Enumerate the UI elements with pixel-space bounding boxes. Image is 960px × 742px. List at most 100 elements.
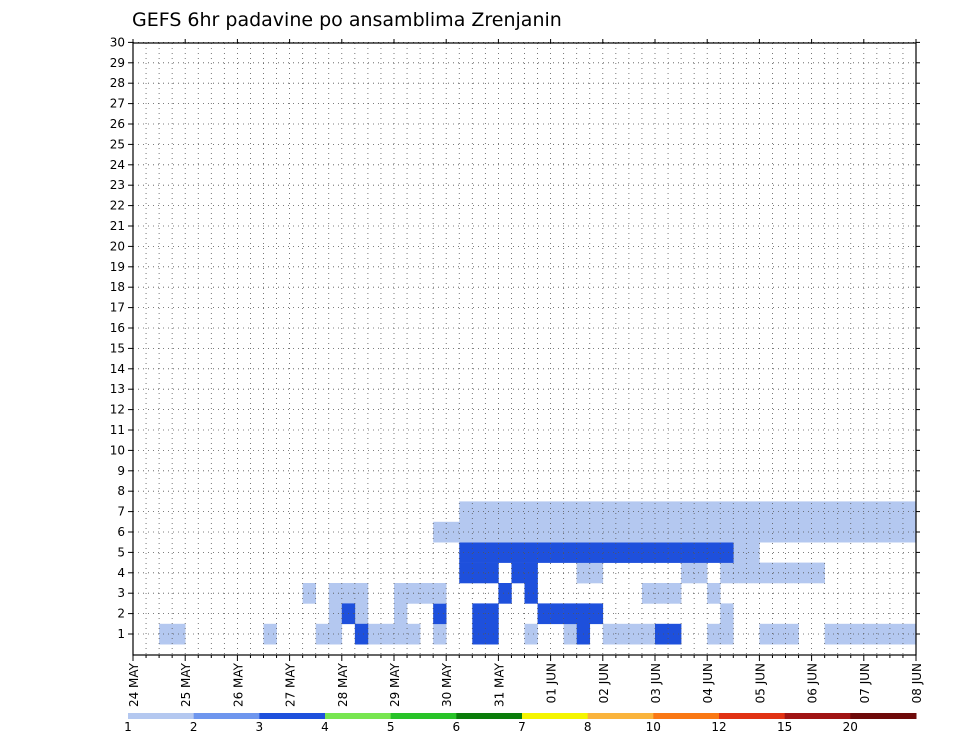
heatmap-cell [785, 521, 799, 543]
y-tick-label: 27 [110, 97, 125, 111]
heatmap-cell [628, 501, 643, 523]
heatmap-cell [681, 521, 695, 543]
heatmap-cell [902, 623, 917, 645]
heatmap-cell [354, 603, 369, 625]
heatmap-cell [785, 562, 799, 584]
heatmap-cell [759, 623, 773, 645]
heatmap-cell [537, 603, 551, 625]
heatmap-cell [537, 521, 551, 543]
y-tick-label: 2 [117, 607, 125, 621]
y-tick-label: 12 [110, 403, 125, 417]
heatmap-cell [550, 542, 564, 563]
heatmap-cell [420, 583, 434, 604]
heatmap-cell [550, 501, 564, 523]
heatmap-cell [733, 542, 747, 563]
heatmap-cell [837, 521, 852, 543]
heatmap-cell [524, 521, 538, 543]
y-tick-label: 22 [110, 199, 125, 213]
heatmap-cell [563, 603, 577, 625]
heatmap-cell [798, 501, 812, 523]
colorbar-swatch [259, 713, 326, 719]
colorbar-swatch [719, 713, 786, 719]
heatmap-cell [772, 562, 786, 584]
heatmap-cell [485, 623, 499, 645]
y-tick-label: 19 [110, 260, 125, 274]
heatmap-cell [394, 583, 408, 604]
heatmap-cell [694, 542, 708, 563]
heatmap-cell [694, 562, 708, 584]
heatmap-cell [537, 542, 551, 563]
heatmap-cell [850, 501, 865, 523]
heatmap-cell [433, 583, 447, 604]
heatmap-cell [263, 623, 277, 645]
heatmap-cell [524, 501, 538, 523]
heatmap-cell [524, 623, 538, 645]
heatmap-cell [615, 623, 630, 645]
heatmap-cell [589, 603, 604, 625]
heatmap-cell [433, 603, 447, 625]
y-tick-label: 24 [110, 158, 125, 172]
y-tick-label: 6 [117, 525, 125, 539]
x-tick-label: 26 MAY [231, 662, 245, 707]
heatmap-cell [785, 623, 799, 645]
x-tick-label: 08 JUN [910, 663, 924, 703]
heatmap-cell [720, 521, 734, 543]
colorbar-swatch [850, 713, 917, 719]
heatmap-cell [655, 623, 669, 645]
colorbar-label: 4 [321, 720, 329, 734]
heatmap-cell [446, 521, 460, 543]
heatmap-cell [720, 542, 734, 563]
heatmap-cell [720, 562, 734, 584]
heatmap-cell [498, 542, 512, 563]
heatmap-cell [498, 583, 512, 604]
heatmap-cell [485, 521, 499, 543]
heatmap-cell [655, 542, 669, 563]
heatmap-cell [602, 501, 617, 523]
heatmap-cell [485, 603, 499, 625]
colorbar-swatch [128, 713, 195, 719]
heatmap-cell [602, 521, 617, 543]
heatmap-cell [772, 623, 786, 645]
y-tick-label: 18 [110, 280, 125, 294]
heatmap-cell [798, 521, 812, 543]
colorbar-swatch [587, 713, 654, 719]
heatmap-cell [681, 501, 695, 523]
heatmap-cell [824, 623, 838, 645]
heatmap-cell [902, 501, 917, 523]
heatmap-cell [668, 542, 682, 563]
heatmap-cell [459, 521, 473, 543]
heatmap-cell [563, 623, 577, 645]
heatmap-cell [589, 562, 604, 584]
colorbar-swatch [325, 713, 392, 719]
heatmap-cell [628, 542, 643, 563]
heatmap-cell [628, 623, 643, 645]
colorbar-label: 6 [452, 720, 460, 734]
heatmap-cell [563, 542, 577, 563]
heatmap-cell [733, 562, 747, 584]
heatmap-cell [733, 501, 747, 523]
heatmap-cell [615, 542, 630, 563]
colorbar-swatch [522, 713, 589, 719]
y-axis-ticks: 1234567891011121314151617181920212223242… [110, 35, 920, 641]
heatmap-cell [354, 583, 369, 604]
x-tick-label: 04 JUN [701, 663, 715, 703]
heatmap-cell [668, 583, 682, 604]
heatmap-cell [681, 562, 695, 584]
colorbar-label: 3 [255, 720, 263, 734]
heatmap-cell [394, 623, 408, 645]
heatmap-cell [694, 521, 708, 543]
heatmap-cell [655, 501, 669, 523]
heatmap-cell [459, 562, 473, 584]
heatmap-cell [759, 521, 773, 543]
colorbar: 1 2 3 4 5 6 7 8 10 12 15 20 [124, 713, 917, 734]
heatmap-cell [563, 521, 577, 543]
heatmap-cell [615, 521, 630, 543]
heatmap-cell [772, 521, 786, 543]
heatmap-cell [380, 623, 395, 645]
heatmap-cell [367, 623, 382, 645]
x-axis-ticks: 24 MAY 25 MAY 26 MAY 27 MAY 28 MAY 29 MAY 30 M… [127, 39, 924, 707]
y-tick-label: 14 [110, 362, 125, 376]
heatmap-cell [524, 542, 538, 563]
heatmap-cell [537, 501, 551, 523]
grid-lines [133, 42, 916, 655]
